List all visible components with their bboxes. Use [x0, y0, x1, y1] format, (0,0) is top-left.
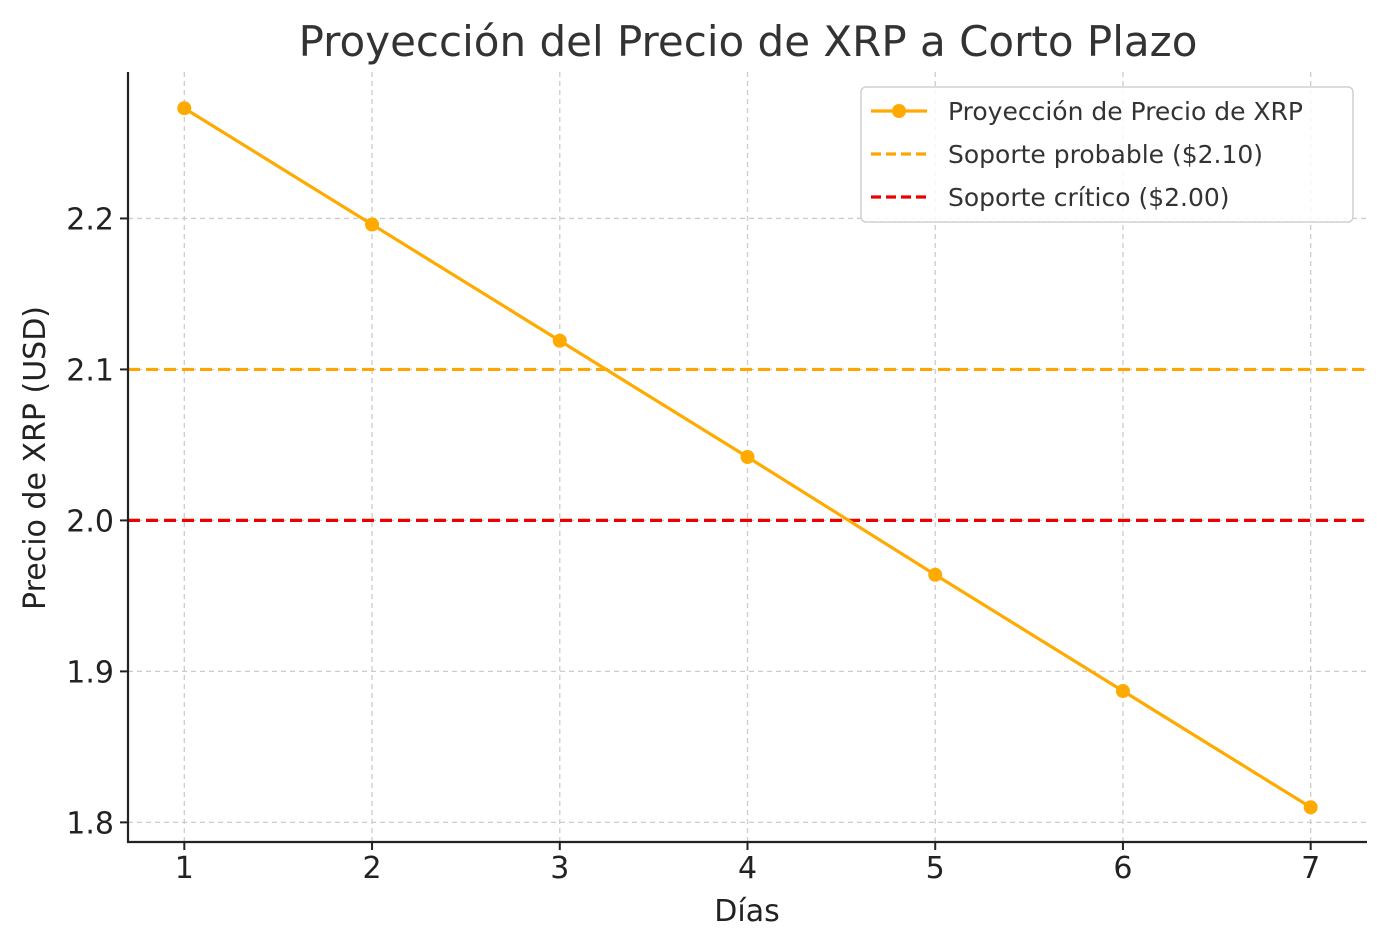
- x-tick-label: 6: [1113, 851, 1132, 886]
- y-tick-label: 2.0: [66, 504, 114, 539]
- x-tick-label: 3: [550, 851, 569, 886]
- data-point: [552, 333, 567, 348]
- legend-marker: [892, 104, 906, 118]
- legend: Proyección de Precio de XRP Soporte proba…: [860, 86, 1354, 223]
- y-tick-label: 2.1: [66, 353, 114, 388]
- chart-title: Proyección del Precio de XRP a Corto Pla…: [299, 17, 1198, 66]
- x-tick-label: 1: [175, 851, 194, 886]
- axes: [120, 72, 1367, 850]
- tick-labels: 1 2 3 4 5 6 7 1.8 1.9 2.0 2.1 2.2: [66, 202, 1320, 886]
- y-tick-label: 1.9: [66, 655, 114, 690]
- data-point: [365, 217, 380, 232]
- data-point: [1115, 684, 1130, 699]
- y-axis-label: Precio de XRP (USD): [18, 306, 53, 610]
- legend-label: Soporte crítico ($2.00): [948, 183, 1230, 212]
- x-tick-label: 5: [926, 851, 945, 886]
- y-tick-label: 2.2: [66, 202, 114, 237]
- data-point: [740, 450, 755, 464]
- series-layer: [177, 101, 1318, 815]
- legend-box: [860, 86, 1354, 223]
- data-point: [177, 101, 192, 116]
- legend-label: Soporte probable ($2.10): [948, 140, 1263, 169]
- x-tick-label: 4: [738, 851, 757, 886]
- data-point: [1303, 800, 1318, 815]
- axis-spines: [126, 72, 1367, 844]
- y-tick-label: 1.8: [66, 806, 114, 841]
- x-tick-label: 2: [362, 851, 381, 886]
- x-tick-label: 7: [1301, 851, 1320, 886]
- data-point: [928, 567, 943, 582]
- legend-label: Proyección de Precio de XRP: [948, 97, 1303, 126]
- reference-lines: [128, 367, 1367, 523]
- x-axis-label: Días: [714, 894, 779, 929]
